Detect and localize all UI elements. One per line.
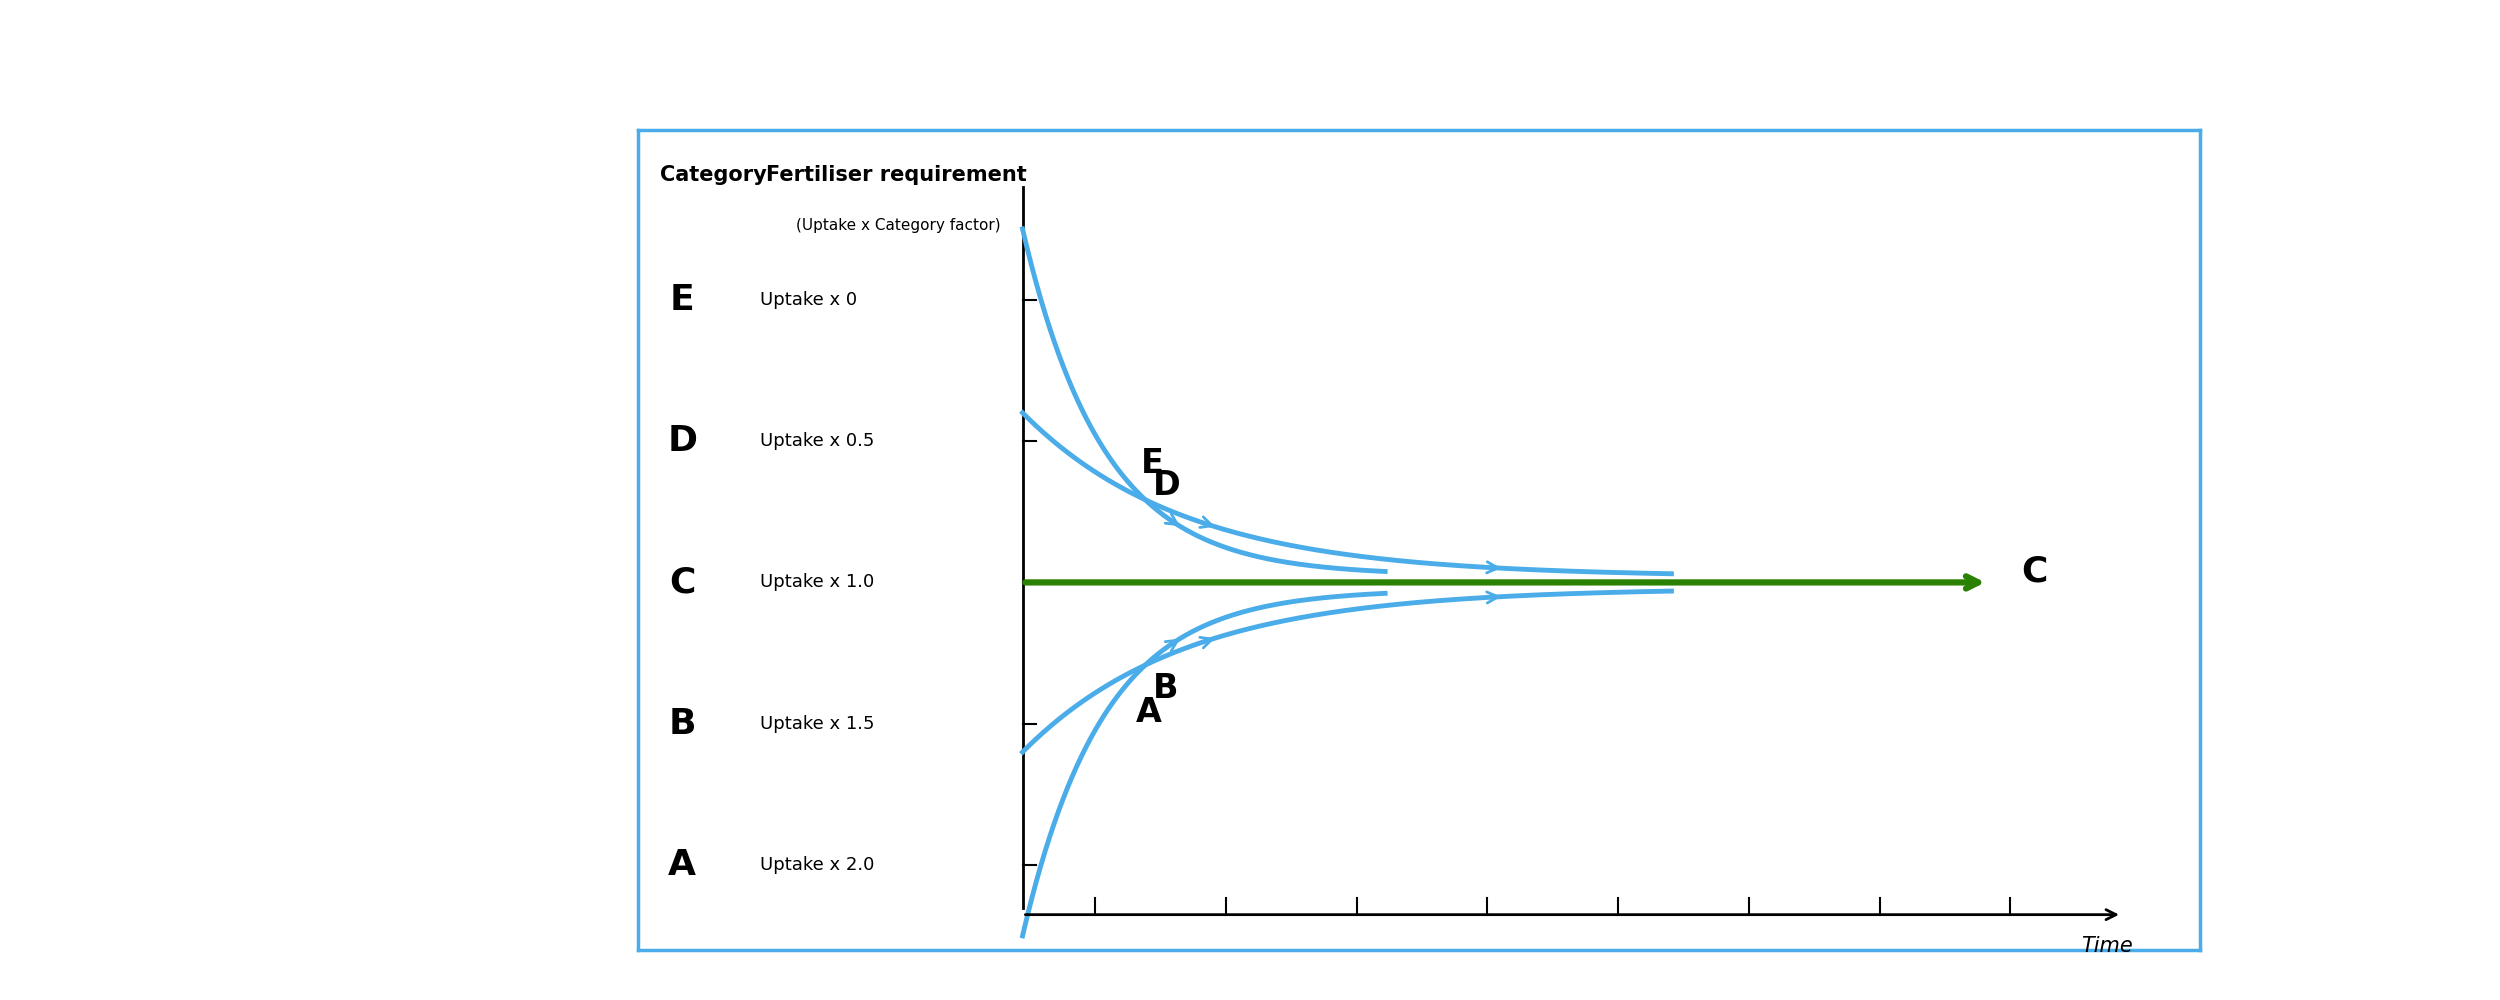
Text: D: D [668, 424, 698, 458]
Text: B: B [668, 707, 695, 741]
Text: E: E [1140, 447, 1165, 480]
Text: (Uptake x Category factor): (Uptake x Category factor) [795, 218, 1000, 233]
Text: B: B [1152, 672, 1177, 705]
Text: Uptake x 0: Uptake x 0 [760, 291, 858, 309]
Text: C: C [2023, 554, 2048, 588]
Text: Time: Time [2082, 936, 2132, 956]
Text: Uptake x 0.5: Uptake x 0.5 [760, 432, 875, 450]
Text: Category: Category [660, 165, 768, 185]
Text: Uptake x 1.0: Uptake x 1.0 [760, 573, 875, 591]
Text: C: C [670, 565, 695, 599]
Text: Fertiliser requirement: Fertiliser requirement [765, 165, 1028, 185]
Text: Uptake x 1.5: Uptake x 1.5 [760, 715, 875, 733]
Text: A: A [1135, 696, 1162, 729]
Text: D: D [1152, 469, 1180, 502]
Text: A: A [668, 848, 695, 882]
Text: E: E [670, 283, 695, 317]
Text: Uptake x 2.0: Uptake x 2.0 [760, 856, 875, 874]
Text: Soil fertility status: Soil fertility status [1228, 60, 1610, 95]
